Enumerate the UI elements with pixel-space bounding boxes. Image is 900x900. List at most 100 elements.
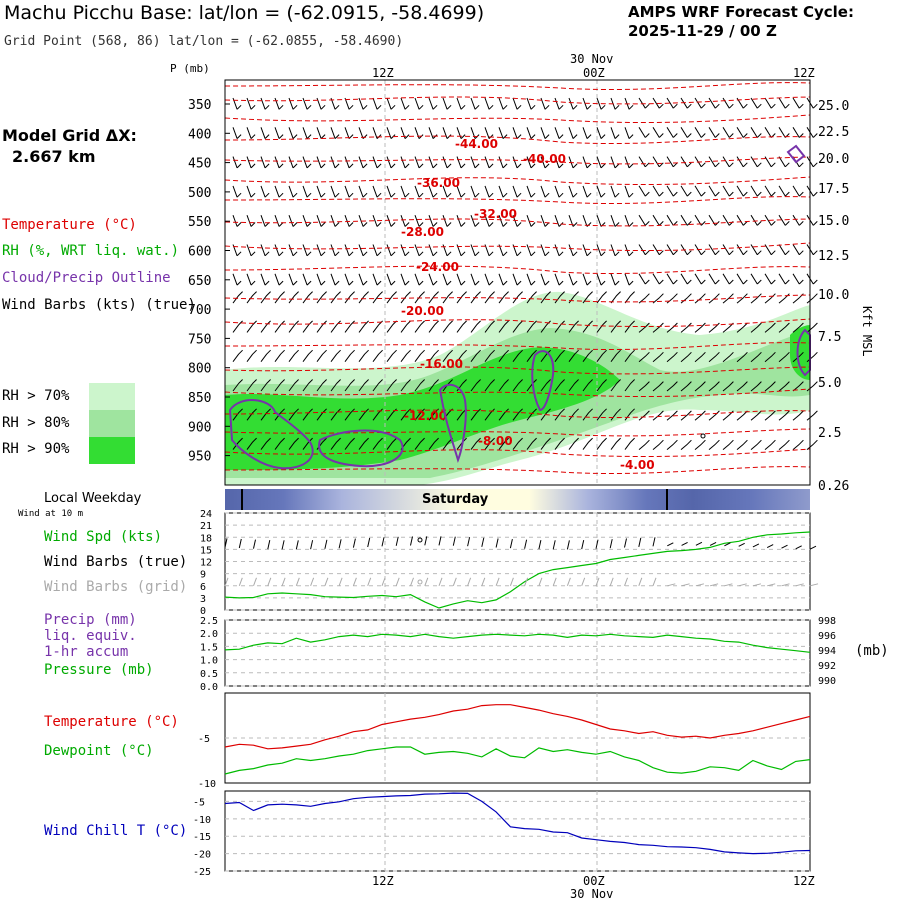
grid-wind-barb xyxy=(338,577,343,586)
wind-barb xyxy=(260,97,270,110)
wind-barb xyxy=(595,539,599,549)
wind-barb xyxy=(344,156,354,169)
wind-barb xyxy=(344,244,354,257)
wind-barb xyxy=(386,291,397,304)
wind-barb xyxy=(452,536,456,546)
wind-barb xyxy=(764,244,776,256)
surface-wind-barbs xyxy=(224,536,817,550)
wind-barb xyxy=(246,379,257,392)
dewpoint-legend: Dewpoint (°C) xyxy=(44,743,154,759)
wind-barb xyxy=(596,244,606,257)
precip-legend-3: 1-hr accum xyxy=(44,644,129,660)
wind-barb xyxy=(750,273,762,285)
wind-barb xyxy=(232,156,242,169)
wind-barb xyxy=(386,215,396,227)
wind-barb xyxy=(778,351,790,363)
wind-barb xyxy=(680,127,692,138)
wind-barb xyxy=(310,540,314,550)
wind-chill-legend: Wind Chill T (°C) xyxy=(44,823,188,839)
wind-barb xyxy=(708,185,720,197)
wind-barb xyxy=(750,97,762,109)
wind-barb xyxy=(470,408,481,421)
wind-barb xyxy=(554,97,564,110)
wind-barb xyxy=(652,244,664,256)
wind-barb xyxy=(344,349,355,362)
wind-barb xyxy=(456,97,466,110)
wind-barb xyxy=(652,185,664,197)
wind-barb xyxy=(428,291,439,304)
wind-barb xyxy=(638,97,650,109)
wind-barb xyxy=(246,185,256,198)
wind-barb xyxy=(246,156,256,169)
wind-barb xyxy=(288,97,298,110)
wind-barb xyxy=(400,291,411,304)
wind-barb xyxy=(358,244,368,257)
wind-barb xyxy=(552,540,556,550)
wind-barb xyxy=(526,408,537,421)
wind-barb xyxy=(526,273,536,286)
wind-barb xyxy=(582,379,593,392)
wind-barb xyxy=(470,215,480,227)
wind-barb xyxy=(372,291,383,304)
temperature-contour-label: -8.00 xyxy=(478,434,513,448)
wind-barb xyxy=(512,273,522,286)
wind-barb xyxy=(666,156,678,168)
wind-barb xyxy=(568,97,578,110)
wind-barb xyxy=(414,408,425,421)
wind-barb xyxy=(778,322,790,333)
wind-barb xyxy=(260,379,271,392)
rh80-label: RH > 80% xyxy=(2,415,70,431)
wind-barb xyxy=(680,273,692,285)
wind-tick-label: 24 xyxy=(200,509,212,520)
wind-barb xyxy=(554,437,565,450)
midnight-marker xyxy=(666,489,668,510)
wind-barb xyxy=(232,291,243,304)
model-grid-label: Model Grid ΔX: xyxy=(2,126,137,145)
wind-barb xyxy=(316,244,326,257)
wind-barb xyxy=(624,379,635,392)
wind-barb xyxy=(260,127,270,139)
wind-barb xyxy=(666,273,678,285)
height-tick-label: 20.0 xyxy=(818,152,849,167)
wind-barb xyxy=(764,97,776,109)
wind-barb xyxy=(260,156,270,169)
grid-wind-barb xyxy=(681,583,690,587)
wind-barb xyxy=(750,244,762,256)
grid-wind-barb xyxy=(767,583,776,587)
height-tick-label: 2.5 xyxy=(818,426,841,441)
grid-wind-barb xyxy=(581,577,586,586)
wind-barb xyxy=(624,185,634,198)
pressure-line xyxy=(224,633,811,653)
bottom-tick-label-2: 00Z xyxy=(583,874,605,888)
wind-barb xyxy=(274,127,284,139)
wind-barb xyxy=(512,437,523,450)
wind-barb xyxy=(764,351,776,363)
wind-barb xyxy=(372,97,382,110)
station-marker xyxy=(700,433,706,439)
wind-barb xyxy=(288,349,299,362)
pressure-tick-label: 900 xyxy=(188,420,211,435)
wind-barb xyxy=(750,127,762,138)
wind-barb xyxy=(666,244,678,256)
grid-wind-barb xyxy=(352,577,357,586)
pressure-tick-label: 350 xyxy=(188,98,211,113)
grid-wind-barb xyxy=(624,577,628,586)
rh90-swatch xyxy=(89,437,135,464)
cloud-outline xyxy=(531,350,555,412)
wind-barb xyxy=(428,244,438,257)
pressure-tick-label: 700 xyxy=(188,303,211,318)
wind-barb xyxy=(232,273,242,286)
wind-barb xyxy=(724,542,731,547)
grid-wind-barb xyxy=(552,577,557,586)
wind-barb xyxy=(274,408,285,421)
wind-barb xyxy=(358,156,368,169)
wind-barb xyxy=(400,215,410,227)
wind-barb xyxy=(386,437,397,450)
wind-barb xyxy=(680,185,692,197)
wind-barb xyxy=(667,542,674,547)
temperature-contour xyxy=(224,114,811,124)
wind-barb xyxy=(442,291,453,304)
wind-barb xyxy=(232,215,242,227)
wind-barb xyxy=(386,273,396,286)
wind-barb xyxy=(778,185,790,197)
